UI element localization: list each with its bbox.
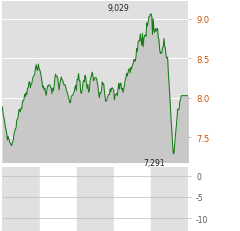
Bar: [2, 167, 40, 231]
Bar: [40, 167, 77, 231]
Text: 9,029: 9,029: [108, 4, 130, 13]
Text: 7,291: 7,291: [143, 158, 165, 167]
Bar: [114, 167, 151, 231]
Bar: [77, 167, 114, 231]
Bar: [151, 167, 188, 231]
